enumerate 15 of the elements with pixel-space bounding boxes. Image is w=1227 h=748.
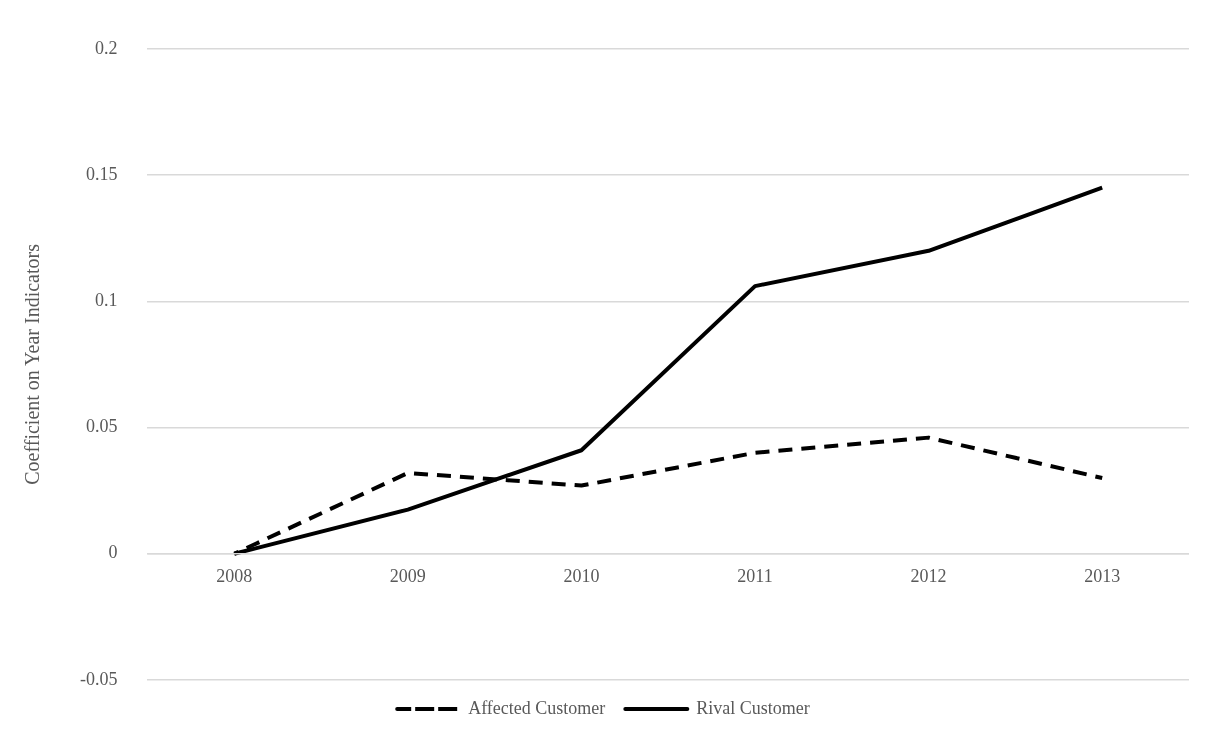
y-tick-label: 0.1 [94, 290, 118, 311]
y-tick-label: -0.05 [79, 668, 118, 689]
legend-label: Rival Customer [696, 697, 810, 718]
legend-label: Affected Customer [468, 697, 606, 718]
y-axis-title: Coefficient on Year Indicators [21, 243, 44, 485]
x-tick-label: 2011 [737, 566, 773, 587]
x-tick-label: 2008 [216, 566, 253, 587]
x-tick-label: 2012 [910, 566, 947, 587]
y-tick-label: 0.15 [85, 163, 118, 184]
x-tick-label: 2009 [389, 566, 426, 587]
x-tick-label: 2013 [1084, 566, 1121, 587]
y-tick-label: 0.2 [94, 37, 118, 58]
x-tick-label: 2010 [563, 566, 600, 587]
y-tick-label: 0.05 [85, 416, 118, 437]
y-tick-label: 0 [108, 542, 118, 563]
